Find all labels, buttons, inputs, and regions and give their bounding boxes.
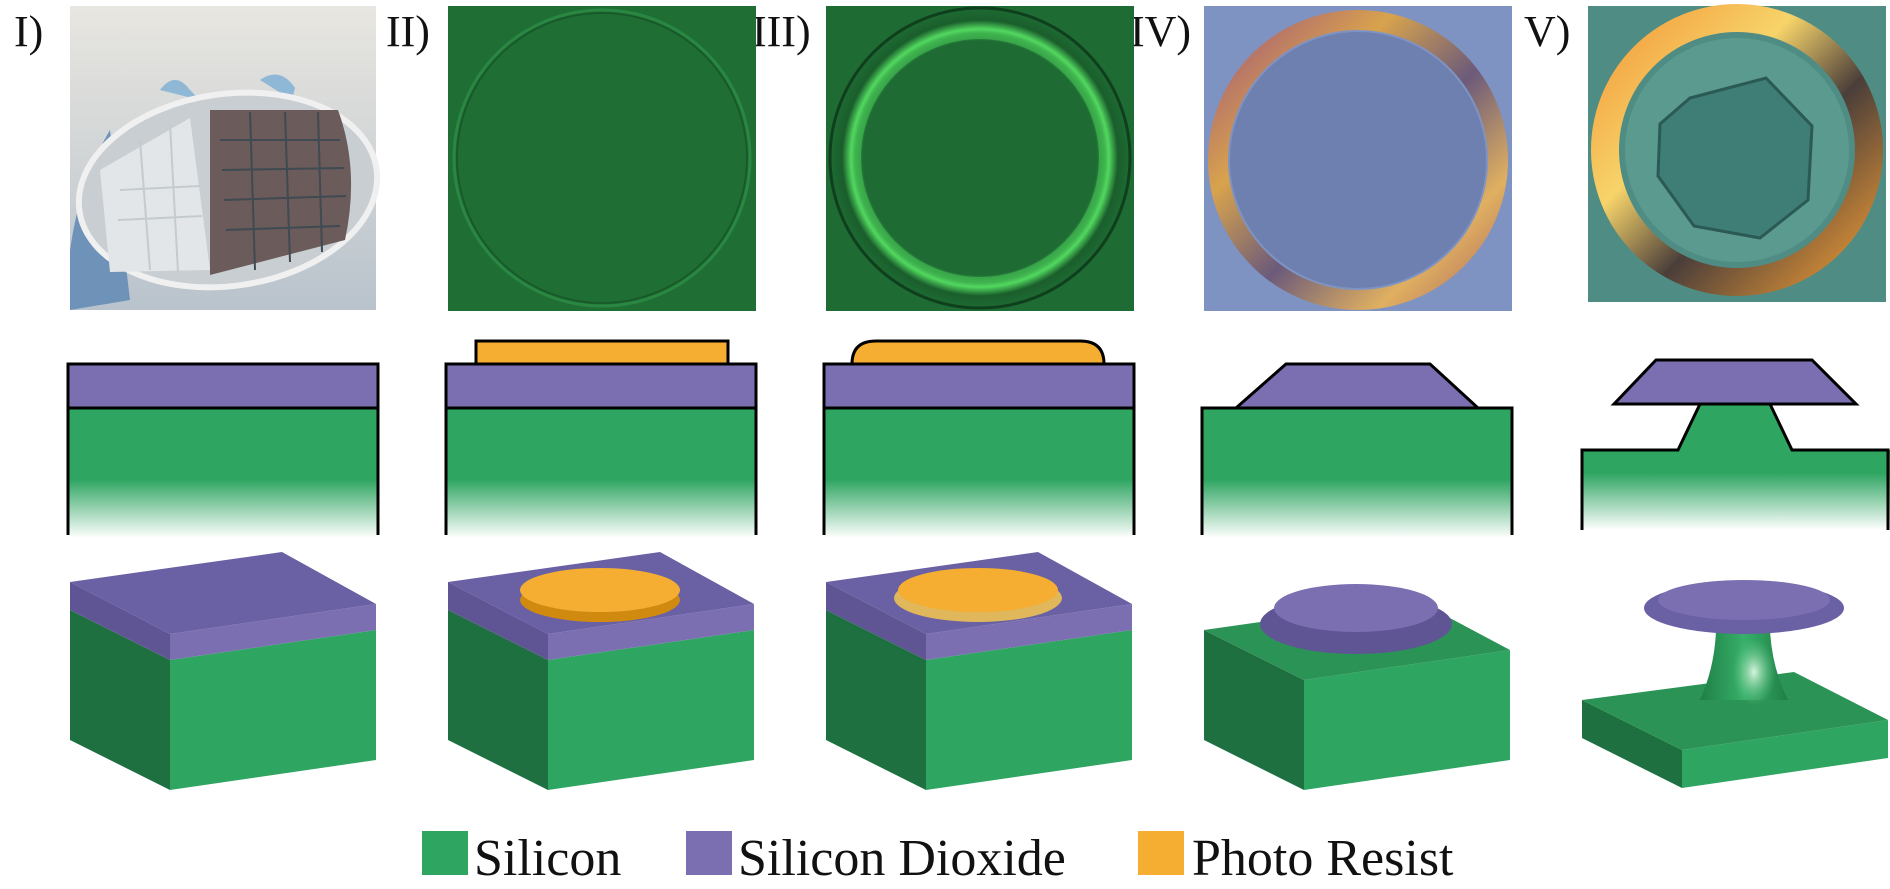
render-3d-4 bbox=[1204, 584, 1510, 790]
micrograph-undercut-disk bbox=[1588, 4, 1886, 302]
legend: Silicon Silicon Dioxide Photo Resist bbox=[422, 830, 1454, 887]
render-3d-1 bbox=[70, 552, 376, 790]
micrograph-oxide-disk bbox=[1204, 6, 1512, 311]
cross-section-2 bbox=[444, 339, 758, 538]
step-label-1: I) bbox=[14, 7, 43, 56]
cross-section-5 bbox=[1580, 358, 1890, 530]
step-label-2: II) bbox=[386, 7, 430, 56]
render-3d-5 bbox=[1582, 580, 1888, 788]
legend-label-silicon: Silicon bbox=[474, 830, 621, 887]
step-label-5: V) bbox=[1524, 7, 1570, 56]
step-label-4: IV) bbox=[1130, 7, 1191, 56]
legend-swatch-photo-resist bbox=[1138, 831, 1184, 875]
step-label-3: III) bbox=[752, 7, 811, 56]
micrograph-reflowed-disk bbox=[826, 6, 1134, 311]
legend-label-silicon-dioxide: Silicon Dioxide bbox=[738, 830, 1066, 887]
wafer-photo bbox=[70, 6, 381, 310]
micrograph-photoresist-disk bbox=[448, 6, 756, 311]
legend-swatch-silicon-dioxide bbox=[686, 831, 732, 875]
cross-section-3 bbox=[822, 339, 1136, 538]
render-3d-2 bbox=[448, 552, 754, 790]
cross-section-4 bbox=[1200, 362, 1514, 538]
legend-swatch-silicon bbox=[422, 831, 468, 875]
cross-section-1 bbox=[66, 362, 380, 538]
render-3d-3 bbox=[826, 552, 1132, 790]
legend-label-photo-resist: Photo Resist bbox=[1192, 830, 1454, 887]
